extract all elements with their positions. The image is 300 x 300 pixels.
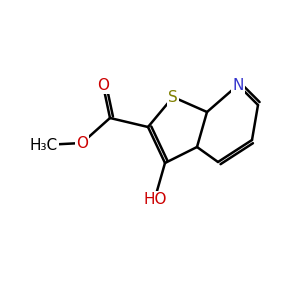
Text: O: O — [97, 77, 109, 92]
Text: HO: HO — [143, 193, 167, 208]
Text: O: O — [76, 136, 88, 151]
Text: H₃C: H₃C — [30, 137, 58, 152]
Text: N: N — [232, 77, 244, 92]
Text: S: S — [168, 89, 178, 104]
